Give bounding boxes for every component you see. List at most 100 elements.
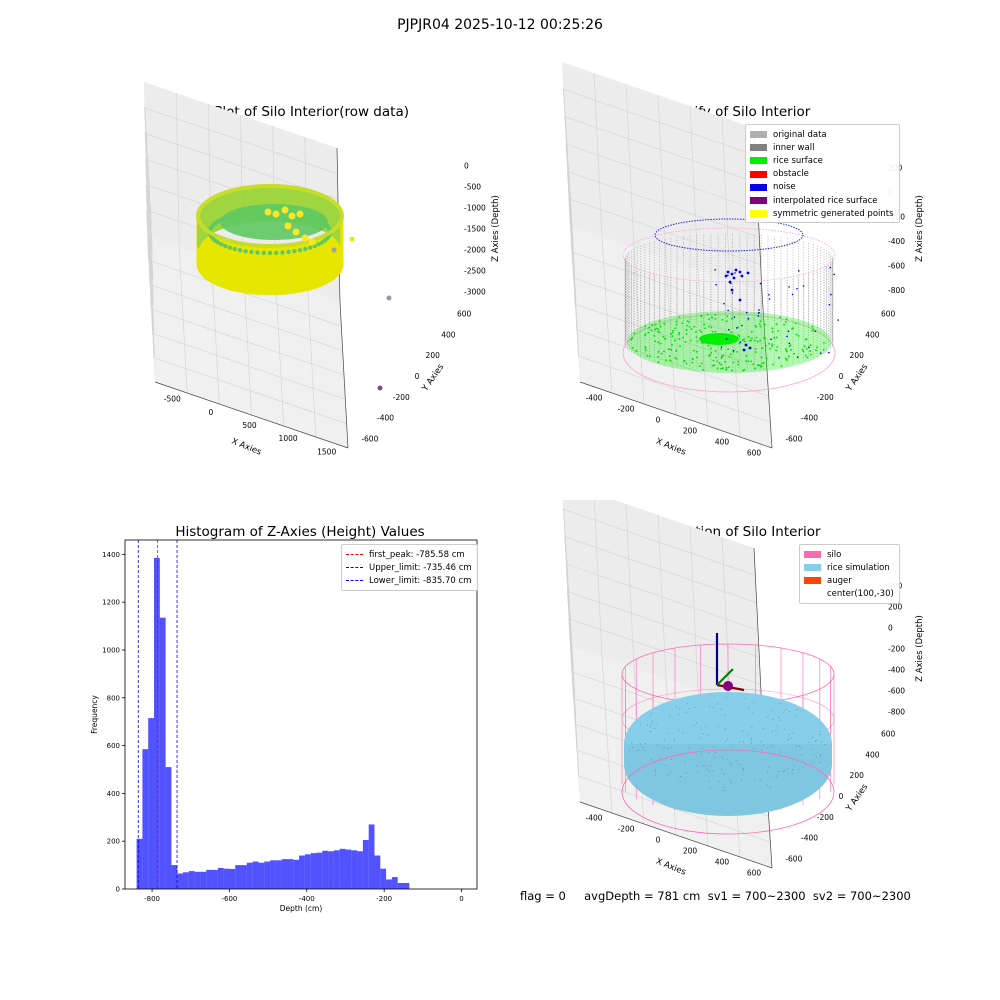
p4-rice-point (796, 745, 797, 746)
p4-x-tick: -400 (585, 814, 602, 823)
p2-rice-point (678, 316, 680, 318)
p2-rice-point (777, 330, 779, 332)
hist-bar (322, 851, 328, 889)
p2-rice-point (791, 328, 793, 330)
p2-legend-swatch (750, 131, 767, 138)
p1-z-label: Z Axies (Depth) (491, 195, 500, 262)
p4-rice-point (819, 762, 820, 763)
p4-rice-point (727, 739, 728, 740)
p2-rice-point (722, 367, 724, 369)
p2-noise-point (727, 275, 729, 277)
p4-rice-point (767, 747, 768, 748)
panel1-3d-scatter: -500050010001500-600-400-20002004006000-… (0, 0, 500, 500)
hist-legend-label: first_peak: -785.58 cm (369, 550, 465, 560)
hist-bar (276, 860, 282, 889)
p2-rice-point (707, 314, 709, 316)
p2-noise-point (808, 346, 810, 348)
hist-y-tick-label: 1400 (102, 551, 120, 559)
p4-rice-point (680, 776, 681, 777)
p4-rice-point (674, 739, 675, 740)
p2-y-tick: 400 (865, 330, 880, 339)
hist-y-tick-label: 200 (107, 838, 120, 846)
p2-rice-point (779, 317, 781, 319)
p2-y-tick: 0 (839, 372, 844, 381)
p4-rice-point (743, 741, 744, 742)
p4-rice-point (792, 769, 793, 770)
p2-rice-point (709, 354, 711, 356)
p2-rice-point (651, 324, 653, 326)
p4-rice-point (709, 771, 710, 772)
p4-rice-point (730, 747, 731, 748)
p2-x-tick: 600 (747, 449, 762, 458)
hist-x-tick-label: -800 (144, 895, 160, 903)
p1-x-tick: 1000 (279, 434, 298, 443)
p2-rice-point (726, 315, 728, 317)
p2-noise-point (733, 277, 736, 280)
p4-y-label: Y Axies (844, 782, 871, 814)
hist-bar (369, 824, 375, 889)
p2-rice-point (659, 320, 661, 322)
p2-rice-point (751, 331, 753, 333)
p2-rice-point (695, 331, 697, 333)
p2-rice-point (755, 337, 757, 339)
p4-rice-point (784, 729, 785, 730)
hist-bar (305, 854, 311, 889)
p2-noise-point (749, 347, 752, 350)
p2-rice-point (653, 335, 655, 337)
p2-y-tick: -600 (785, 435, 802, 444)
p2-rice-point (679, 338, 681, 340)
p2-rice-point (776, 323, 778, 325)
p2-rice-point (725, 369, 727, 371)
p4-y-tick: -400 (801, 834, 818, 843)
p2-rice-point (684, 360, 686, 362)
hist-bar (374, 856, 380, 889)
p4-rice-point (751, 727, 752, 728)
p2-rice-point (790, 349, 792, 351)
p2-rice-point (806, 356, 808, 358)
p2-noise-point (733, 350, 735, 352)
p4-rice-point (789, 734, 790, 735)
hist-bar (171, 865, 177, 889)
p2-rice-point (783, 324, 785, 326)
hist-bar (258, 863, 264, 889)
p2-noise-point (760, 283, 762, 285)
p4-rice-point (763, 745, 764, 746)
p2-rice-point (674, 357, 676, 359)
p4-rice-point (820, 731, 821, 732)
p2-rice-point (748, 336, 750, 338)
p1-z-tick: -2000 (464, 246, 486, 255)
p2-rice-point (786, 318, 788, 320)
hist-bar (253, 862, 259, 889)
p4-rice-point (751, 743, 752, 744)
p2-rice-point (722, 319, 724, 321)
p4-rice-point (686, 772, 687, 773)
p4-rice-point (631, 743, 632, 744)
hist-bar (287, 859, 293, 889)
p2-legend-label: obstacle (773, 169, 809, 179)
p4-rice-point (760, 741, 761, 742)
hist-bar (235, 865, 241, 889)
p4-rice-point (651, 713, 652, 714)
p2-rice-point (686, 325, 688, 327)
p2-rice-point (795, 333, 797, 335)
p2-rice-point (708, 326, 710, 328)
p2-y-label: Y Axies (844, 362, 871, 394)
p4-rice-point (667, 748, 668, 749)
hist-y-tick-label: 800 (107, 694, 120, 702)
p2-rice-point (699, 365, 701, 367)
hist-bar (328, 851, 334, 889)
p1-y-tick: 400 (441, 330, 456, 339)
p2-rice-point (728, 366, 730, 368)
p4-rice-point (656, 724, 657, 725)
p4-rice-point (798, 769, 799, 770)
p2-rice-point (788, 356, 790, 358)
p2-rice-point (690, 339, 692, 341)
p1-floor-point (249, 210, 253, 214)
p2-rice-point (634, 333, 636, 335)
hist-bar (160, 618, 166, 889)
p2-rice-point (731, 317, 733, 319)
p2-rice-point (761, 356, 763, 358)
p4-rice-point (669, 774, 670, 775)
p4-rice-point (714, 757, 715, 758)
p2-noise-point (745, 344, 748, 347)
